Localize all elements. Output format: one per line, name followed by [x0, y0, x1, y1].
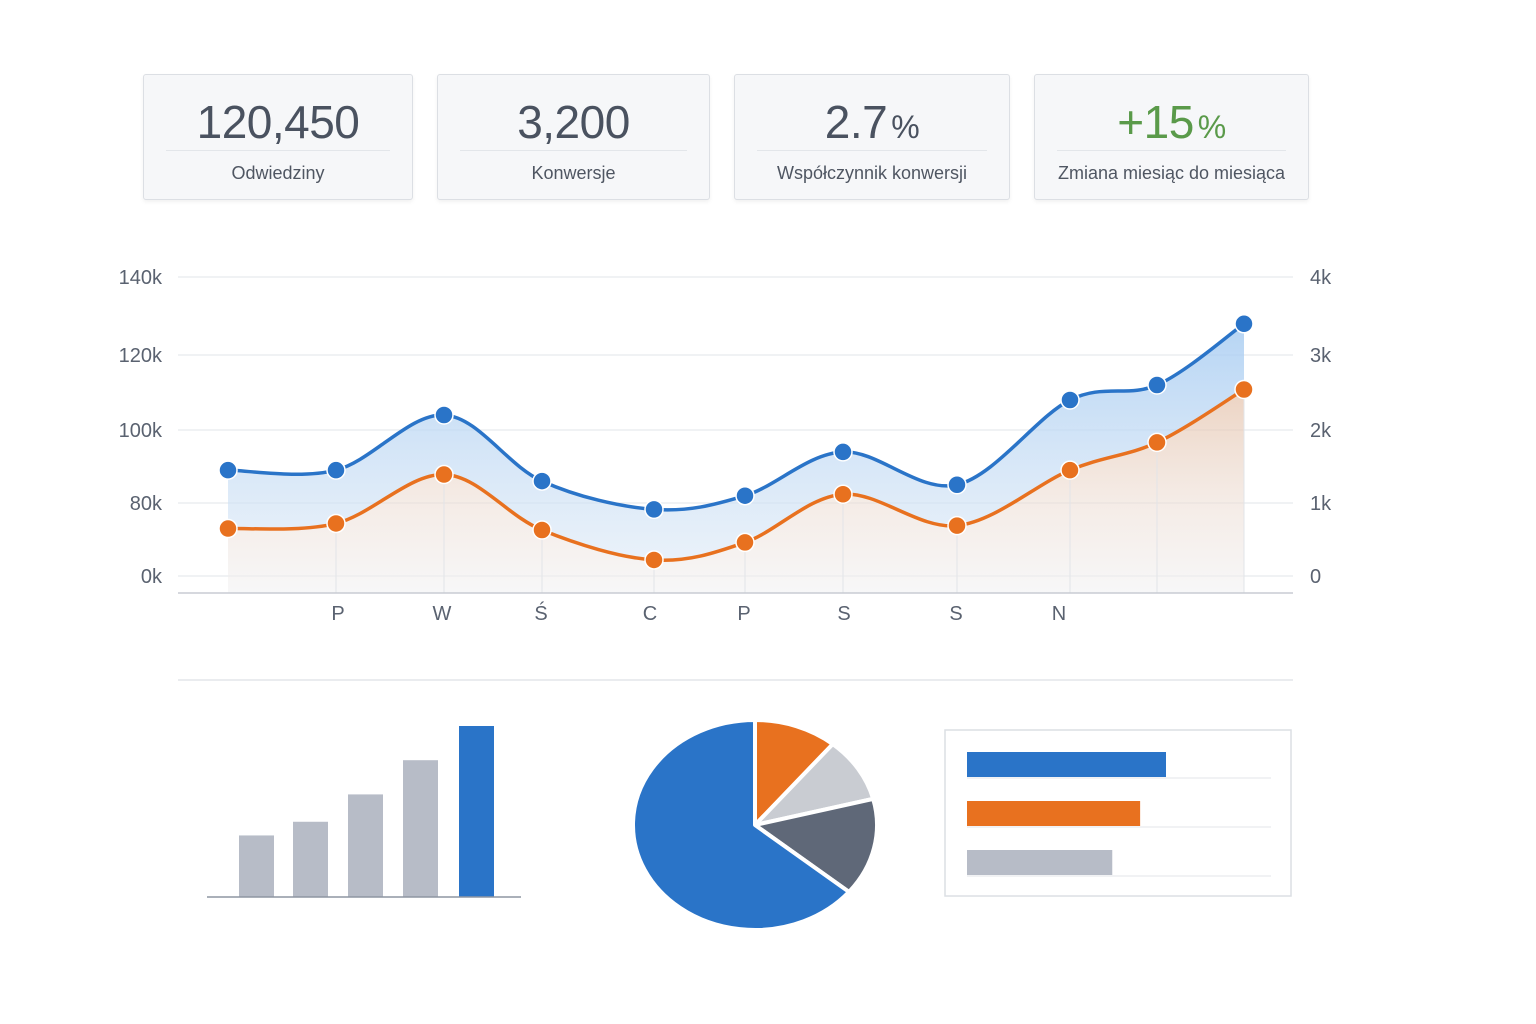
kpi-label: Konwersje [531, 163, 616, 183]
kpi-unit: % [891, 109, 920, 145]
horizontal-bar-chart [944, 729, 1292, 897]
kpi-value: +15% [1117, 96, 1226, 148]
conversions-point [532, 520, 552, 540]
horizontal-bar [967, 752, 1166, 777]
pie-slice [631, 718, 852, 932]
pie-slice [753, 796, 879, 894]
kpi-divider [166, 150, 390, 151]
visits-point [1234, 314, 1254, 334]
conversions-point [1234, 379, 1254, 400]
pie-slice [753, 718, 835, 827]
kpi-label: Odwiedziny [231, 163, 325, 183]
bar [348, 794, 383, 897]
y-right-tick-label: 2k [1310, 420, 1332, 442]
conversions-point [1147, 432, 1167, 453]
conversions-point [434, 464, 454, 485]
conversions-point [947, 515, 967, 536]
visits-point [326, 460, 346, 480]
y-right-tick-label: 4k [1310, 267, 1332, 289]
kpi-value: 2.7% [824, 96, 920, 148]
kpi-card-mom-change: +15% Zmiana miesiąc do miesiąca [1034, 74, 1309, 200]
y-left-tick-label: 100k [119, 420, 163, 442]
bar [403, 760, 438, 897]
x-tick-label: C [643, 603, 657, 625]
visits-point [1060, 390, 1080, 410]
bar [239, 835, 274, 897]
horizontal-bar [967, 801, 1141, 826]
conversions-area [228, 389, 1244, 593]
visits-point [532, 471, 552, 491]
x-tick-label: W [433, 603, 452, 625]
kpi-card-conversion-rate: 2.7% Współczynnik konwersji [734, 74, 1010, 200]
x-tick-label: P [737, 603, 750, 625]
y-left-tick-label: 140k [119, 267, 163, 289]
y-right-tick-label: 3k [1310, 345, 1332, 367]
visits-point [434, 405, 454, 425]
x-tick-label: Ś [534, 601, 547, 625]
bar [293, 821, 328, 897]
kpi-value: 120,450 [196, 96, 360, 148]
bar-chart [207, 726, 521, 898]
line-chart: 0k 80k 100k 120k 140k 0 1k 2k 3k 4k P W Ś C P S S N [119, 267, 1332, 625]
kpi-divider [1057, 150, 1286, 151]
x-tick-label: P [331, 603, 344, 625]
visits-point [1147, 375, 1167, 395]
x-tick-label: N [1052, 603, 1066, 625]
conversions-point [326, 513, 346, 534]
visits-point [735, 485, 755, 506]
bar [459, 726, 494, 897]
kpi-divider [757, 150, 987, 151]
conversions-point [735, 532, 755, 553]
kpi-label: Zmiana miesiąc do miesiąca [1057, 163, 1286, 183]
horizontal-bar [967, 850, 1113, 875]
visits-area [228, 323, 1244, 561]
y-left-tick-label: 120k [119, 345, 163, 367]
conversions-point [833, 484, 853, 504]
visits-point [644, 499, 664, 520]
pie-chart [631, 718, 879, 932]
conversions-point [1060, 460, 1080, 480]
kpi-unit: % [1197, 109, 1226, 145]
y-left-tick-label: 0k [141, 566, 163, 588]
y-right-tick-label: 0 [1310, 566, 1321, 588]
visits-point [833, 442, 853, 462]
kpi-label: Współczynnik konwersji [776, 163, 968, 183]
kpi-divider [460, 150, 687, 151]
y-left-tick-label: 80k [130, 493, 163, 515]
conversions-point [644, 550, 664, 570]
x-tick-label: S [949, 603, 962, 625]
visits-point [947, 475, 967, 495]
kpi-card-conversions: 3,200 Konwersje [437, 74, 710, 200]
kpi-value: 3,200 [517, 96, 630, 148]
x-tick-label: S [837, 603, 850, 625]
y-right-tick-label: 1k [1310, 493, 1332, 515]
kpi-card-visits: 120,450 Odwiedziny [143, 74, 413, 200]
conversions-point [218, 518, 238, 539]
visits-point [218, 460, 238, 480]
